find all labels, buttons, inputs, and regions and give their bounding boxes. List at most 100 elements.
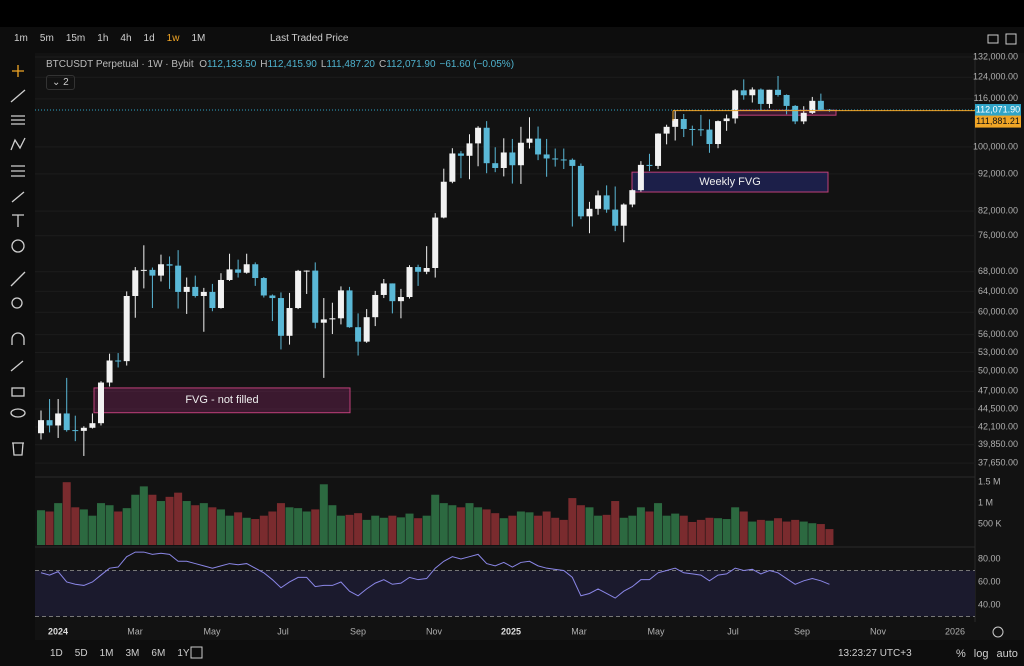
- volume-bar: [311, 509, 320, 545]
- sidebar-bg: [0, 53, 35, 640]
- pattern-icon[interactable]: [10, 137, 26, 151]
- candle-body: [166, 264, 173, 266]
- timeframe-button[interactable]: 1M: [191, 33, 206, 44]
- scale-button[interactable]: log: [973, 648, 989, 660]
- volume-bar: [534, 515, 543, 545]
- candle-body: [355, 327, 362, 342]
- volume-bar: [62, 482, 71, 545]
- fib-icon[interactable]: [11, 115, 25, 125]
- volume-bar: [396, 517, 405, 545]
- timeframe-button[interactable]: 15m: [65, 33, 86, 44]
- crosshair-icon[interactable]: [12, 65, 24, 77]
- range-button[interactable]: 1M: [99, 648, 114, 659]
- candle-body: [286, 308, 293, 336]
- volume-bar: [799, 521, 808, 545]
- volume-bar: [371, 515, 380, 545]
- candle-body: [732, 90, 739, 119]
- timeframe-button[interactable]: 4h: [120, 33, 132, 44]
- calendar-icon[interactable]: [190, 646, 203, 659]
- rsi-tick-label: 40.00: [978, 599, 1001, 609]
- price-source-label[interactable]: Last Traded Price: [270, 33, 349, 44]
- candle-body: [612, 209, 619, 226]
- candle-body: [295, 270, 302, 309]
- timeframe-button[interactable]: 1m: [14, 33, 28, 44]
- timeframe-button[interactable]: 1d: [143, 33, 155, 44]
- lock-icon[interactable]: [11, 387, 25, 397]
- volume-bar: [611, 501, 620, 545]
- volume-bar: [722, 519, 731, 545]
- volume-bar: [594, 515, 603, 545]
- zone-label: FVG - not filled: [185, 394, 258, 406]
- settings-icon[interactable]: [992, 626, 1004, 638]
- indicator-count[interactable]: 2: [63, 77, 69, 88]
- trendline-icon[interactable]: [10, 89, 26, 103]
- volume-bar: [156, 501, 165, 545]
- x-tick-label: Nov: [870, 626, 887, 636]
- range-button[interactable]: 1Y: [177, 648, 190, 659]
- candle-body: [672, 119, 679, 127]
- volume-bar: [114, 511, 123, 545]
- candle-body: [569, 159, 576, 166]
- scale-button[interactable]: %: [956, 648, 966, 660]
- candle-body: [603, 195, 610, 210]
- volume-bar: [636, 507, 645, 545]
- candle-body: [655, 133, 662, 166]
- range-button[interactable]: 1D: [50, 648, 63, 659]
- lock-draw-icon[interactable]: [10, 360, 24, 372]
- camera-icon[interactable]: [987, 34, 999, 44]
- timeframe-button[interactable]: 5m: [39, 33, 54, 44]
- zone-label: Weekly FVG: [699, 176, 761, 188]
- range-button[interactable]: 5D: [74, 648, 88, 659]
- candle-body: [380, 283, 387, 295]
- range-button[interactable]: 6M: [151, 648, 166, 659]
- x-tick-label: 2024: [48, 626, 68, 636]
- candle-body: [277, 298, 284, 336]
- y-tick-label: 37,650.00: [978, 458, 1018, 468]
- magnet-icon[interactable]: [11, 332, 25, 345]
- y-tick-label: 60,000.00: [978, 307, 1018, 317]
- candle-body: [723, 118, 730, 122]
- price-source[interactable]: Last Traded Price: [270, 33, 360, 44]
- trash-icon[interactable]: [12, 442, 24, 456]
- x-tick-label: May: [647, 626, 665, 636]
- candle-body: [89, 423, 96, 428]
- candle-body: [466, 143, 473, 156]
- timeframe-button[interactable]: 1h: [97, 33, 109, 44]
- range-button[interactable]: 3M: [125, 648, 140, 659]
- volume-bar: [774, 518, 783, 545]
- candle-body: [72, 430, 79, 432]
- fullscreen-icon[interactable]: [1005, 33, 1017, 45]
- candle-body: [303, 270, 310, 272]
- text-icon[interactable]: [12, 214, 24, 227]
- emoji-icon[interactable]: [11, 239, 25, 253]
- candle-body: [535, 138, 542, 155]
- volume-bar: [628, 515, 637, 545]
- candle-body: [423, 267, 430, 272]
- volume-bar: [328, 505, 337, 545]
- volume-bar: [354, 513, 363, 545]
- rsi-tick-label: 60.00: [978, 576, 1001, 586]
- candle-body: [123, 295, 130, 362]
- x-tick-label: May: [203, 626, 221, 636]
- volume-bar: [791, 519, 800, 545]
- candle-body: [157, 264, 164, 276]
- price-tag-label: 112,071.90: [976, 104, 1020, 114]
- ruler-icon[interactable]: [10, 271, 26, 287]
- eye-icon[interactable]: [10, 408, 26, 418]
- volume-bar: [825, 529, 834, 545]
- y-tick-label: 92,000.00: [978, 168, 1018, 178]
- ohlc-value: 112,133.50: [206, 59, 257, 70]
- indicator-toggle[interactable]: ⌄ 2: [46, 75, 75, 90]
- brush-icon[interactable]: [11, 191, 25, 203]
- volume-bar: [679, 515, 688, 545]
- projection-icon[interactable]: [11, 165, 25, 177]
- scale-button[interactable]: auto: [996, 648, 1018, 660]
- bottom-bar-bg: [0, 640, 1024, 666]
- timeframe-button[interactable]: 1w: [166, 33, 180, 44]
- volume-bar: [816, 524, 825, 545]
- volume-bar: [739, 511, 748, 545]
- candle-body: [526, 138, 533, 143]
- volume-bar: [182, 501, 191, 545]
- zoom-icon[interactable]: [11, 297, 23, 309]
- candle-body: [483, 127, 490, 164]
